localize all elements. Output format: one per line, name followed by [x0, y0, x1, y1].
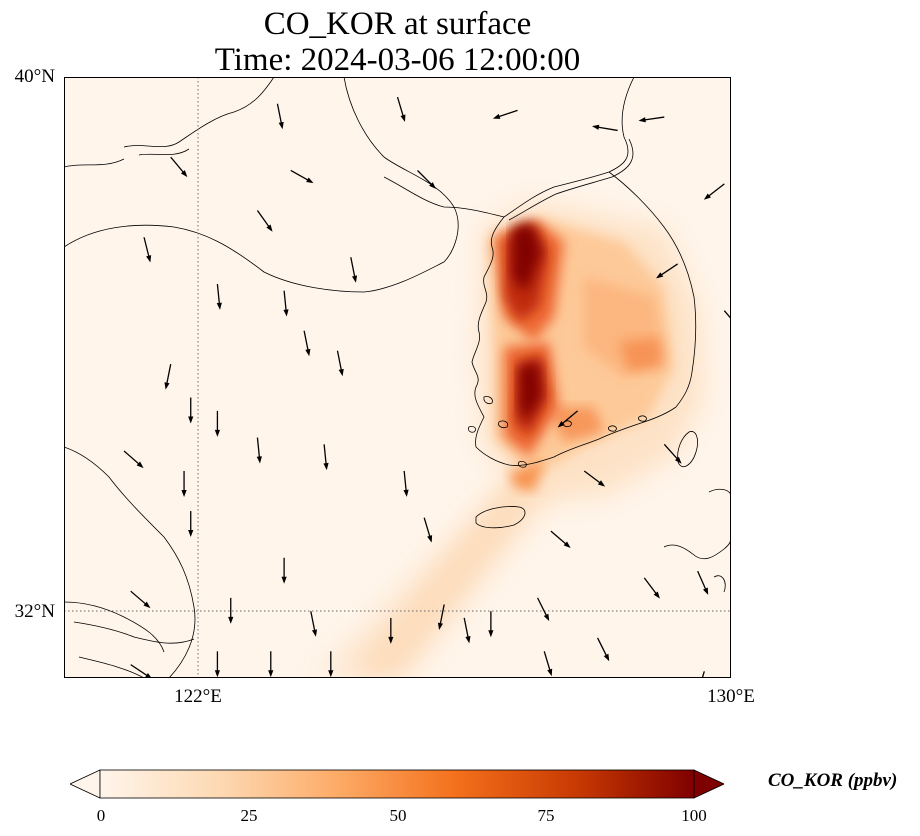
colorbar-gradient	[99, 769, 695, 799]
wind-arrow	[283, 290, 289, 317]
wind-arrow	[597, 637, 610, 662]
lon-label-122: 122°E	[174, 686, 222, 707]
map-frame	[64, 77, 731, 678]
lat-label-40: 40°N	[14, 66, 55, 87]
wind-arrow	[123, 450, 144, 469]
wind-arrow	[256, 437, 262, 464]
wind-arrow	[130, 590, 151, 609]
wind-arrow	[388, 617, 394, 644]
wind-arrow	[268, 651, 274, 678]
colorbar-max-extend	[693, 769, 724, 799]
wind-arrow	[463, 617, 471, 644]
wind-arrow	[290, 169, 314, 184]
wind-arrow	[591, 124, 618, 132]
wind-arrow	[143, 237, 152, 263]
wind-arrow	[310, 611, 318, 637]
wind-arrow	[396, 96, 406, 122]
wind-arrow	[723, 310, 731, 320]
wind-arrow	[417, 170, 436, 189]
wind-arrow	[323, 444, 329, 471]
wind-vectors	[123, 96, 731, 678]
gridlines	[64, 77, 731, 678]
wind-arrow	[188, 511, 194, 538]
wind-arrow	[536, 597, 550, 622]
wind-arrow	[303, 330, 311, 357]
wind-arrow	[170, 156, 188, 178]
wind-arrow	[697, 570, 709, 595]
plume-tail	[314, 457, 584, 678]
wind-arrow	[656, 263, 679, 279]
wind-arrow	[550, 530, 571, 549]
wind-arrow	[403, 470, 409, 497]
colorbar-min-extend	[70, 769, 101, 799]
wind-arrow	[228, 597, 234, 624]
wind-arrow	[350, 257, 358, 283]
wind-arrow	[437, 604, 445, 631]
wind-arrow	[276, 103, 284, 130]
map-time: Time: 2024-03-06 12:00:00	[214, 42, 581, 78]
wind-arrow	[181, 470, 187, 497]
coastlines	[64, 77, 731, 678]
colorbar-tick-50: 50	[389, 806, 407, 825]
wind-arrow	[188, 397, 194, 424]
lon-label-130: 130°E	[707, 686, 755, 707]
colorbar-tick-0: 0	[96, 806, 106, 825]
wind-arrow	[328, 651, 334, 678]
wind-arrow	[423, 517, 433, 543]
wind-arrow	[492, 109, 518, 119]
colorbar-label: CO_KOR (ppbv)	[768, 770, 898, 791]
wind-arrow	[256, 210, 273, 232]
map-title: CO_KOR at surface	[263, 6, 532, 42]
wind-arrow	[543, 651, 553, 677]
wind-arrow	[216, 283, 222, 310]
wind-arrow	[214, 651, 221, 678]
wind-arrow	[701, 671, 705, 678]
wind-arrow	[638, 116, 665, 123]
colorbar	[70, 769, 724, 799]
wind-arrow	[130, 664, 152, 678]
wind-arrow	[164, 364, 172, 390]
colorbar-tick-25: 25	[240, 806, 258, 825]
wind-arrow	[643, 577, 660, 599]
colorbar-tick-75: 75	[537, 806, 555, 825]
wind-arrow	[214, 410, 221, 437]
map-panel	[64, 77, 731, 678]
wind-arrow	[583, 470, 606, 487]
wind-arrow	[281, 557, 287, 584]
wind-arrow	[663, 443, 682, 464]
lat-label-32: 32°N	[14, 601, 55, 622]
wind-arrow	[703, 183, 725, 200]
wind-arrow	[557, 410, 579, 428]
wind-arrow	[488, 611, 494, 638]
colorbar-tick-100: 100	[681, 806, 707, 825]
plume-korea	[479, 202, 704, 497]
wind-arrow	[336, 350, 344, 377]
